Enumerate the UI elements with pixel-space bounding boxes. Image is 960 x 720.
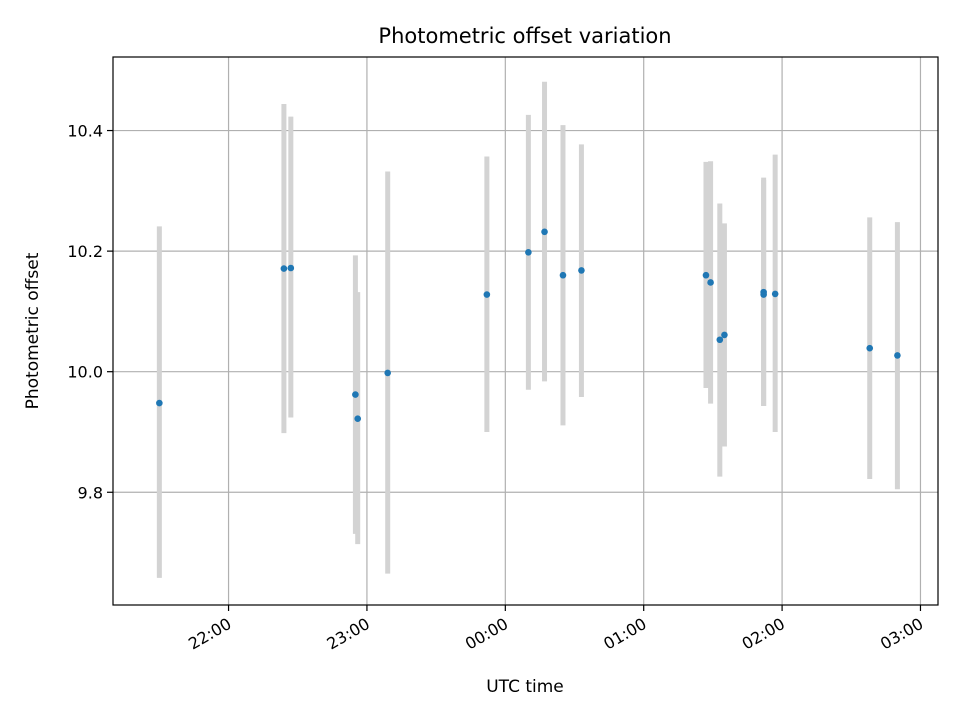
plot-frame: [112, 56, 939, 606]
y-tick-label: 10.4: [67, 122, 103, 141]
data-point: [483, 291, 491, 298]
data-point: [760, 291, 767, 298]
chart-title: Photometric offset variation: [378, 24, 671, 48]
data-point: [559, 271, 567, 279]
y-axis-label: Photometric offset: [23, 252, 43, 409]
data-point: [702, 271, 710, 279]
data-point: [280, 265, 288, 272]
data-point: [287, 264, 295, 272]
data-point: [707, 279, 714, 286]
y-tick-label: 9.8: [78, 483, 103, 502]
x-axis-label: UTC time: [486, 677, 564, 697]
data-point: [721, 331, 728, 339]
data-point: [894, 352, 901, 359]
y-tick-label: 10.0: [67, 363, 103, 382]
data-point: [771, 290, 779, 298]
data-point: [156, 399, 163, 407]
data-point: [541, 228, 548, 236]
data-points: [156, 228, 901, 423]
y-axis-ticks: 9.8 10.0 10.2 10.4: [67, 122, 113, 502]
data-point: [578, 267, 585, 274]
data-point: [866, 344, 874, 352]
y-tick-label: 10.2: [67, 242, 103, 261]
data-point: [354, 415, 362, 423]
data-point: [716, 336, 724, 344]
data-point: [352, 391, 359, 398]
data-point: [525, 249, 532, 256]
data-point: [384, 369, 391, 377]
